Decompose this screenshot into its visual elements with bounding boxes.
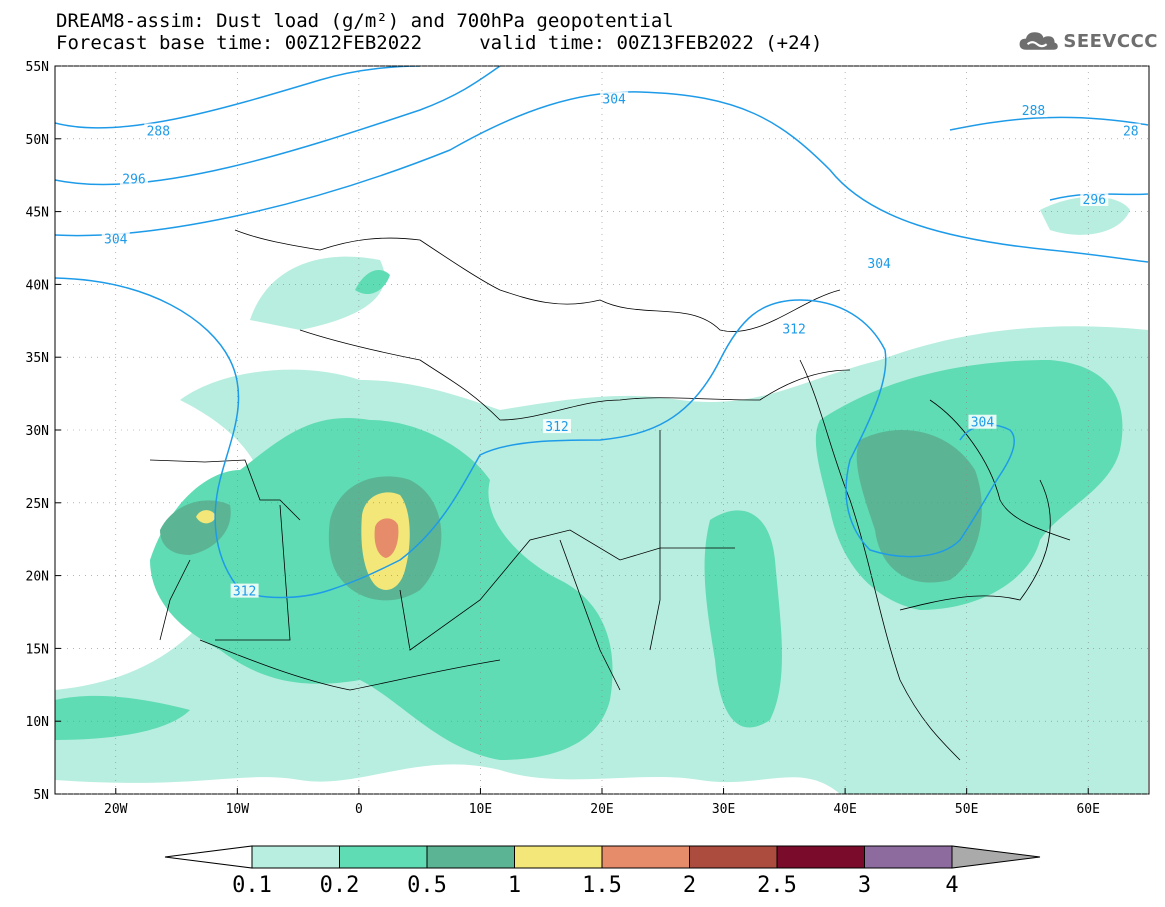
contour-label-bg [600, 91, 629, 106]
contour-304-north [55, 91, 1149, 263]
contour-label: 28 [1123, 125, 1139, 140]
colorbar-label: 4 [945, 873, 958, 898]
contour-296 [55, 66, 501, 186]
dust-level-0.2-area [355, 270, 390, 295]
contour-label: 304 [602, 92, 626, 107]
lat-tick-label: 50N [26, 133, 49, 148]
colorbar-label: 0.2 [320, 873, 360, 898]
lat-tick-label: 45N [26, 206, 49, 221]
axis-ticks: 20W 10W 0 10E 20E 30E 40E 50E 60E 55N 50N 45N 40N 35N… [26, 60, 1100, 817]
contour-label-bg [1120, 123, 1141, 138]
dust-level-0.1-area [1040, 196, 1130, 235]
lat-tick-label: 25N [26, 497, 49, 512]
colorbar-segment [864, 845, 953, 869]
lat-tick-label: 40N [26, 278, 49, 293]
lon-tick-label: 60E [1076, 802, 1099, 817]
lat-tick-label: 20N [26, 570, 49, 585]
contour-label-bg [968, 414, 997, 429]
seevccc-logo: SEEVCCC [1018, 24, 1158, 58]
lat-tick-label: 5N [33, 788, 49, 803]
colorbar-max-arrow [951, 845, 1041, 869]
colorbar-segment [689, 845, 778, 869]
dust-level-0.2-area [55, 695, 190, 740]
colorbar-segment [339, 845, 428, 869]
contour-label: 296 [1083, 193, 1106, 208]
lon-tick-label: 30E [712, 802, 735, 817]
colorbar-label: 0.5 [407, 873, 447, 898]
contour-label: 312 [233, 585, 256, 600]
colorbar-label: 0.1 [232, 873, 272, 898]
lon-tick-label: 20E [590, 802, 613, 817]
colorbar-label: 2.5 [757, 873, 797, 898]
dust-level-1.5-area [374, 518, 399, 558]
colorbar-segment [426, 845, 515, 869]
cloud-icon [1019, 32, 1058, 50]
dust-level-0.5-area [856, 430, 982, 583]
dust-level-1-area [196, 510, 216, 524]
colorbar-label: 1 [508, 873, 521, 898]
map-title: DREAM8-assim: Dust load (g/m²) and 700hP… [56, 10, 674, 32]
lon-tick-label: 10E [469, 802, 492, 817]
contour-label: 288 [147, 125, 170, 140]
contour-288 [55, 66, 421, 129]
coastlines [149, 229, 1071, 761]
contour-label: 296 [122, 173, 145, 188]
logo-text: SEEVCCC [1063, 30, 1158, 52]
colorbar-segment [601, 845, 690, 869]
contour-label: 312 [545, 420, 568, 435]
lon-tick-label: 0 [355, 802, 363, 817]
contour-label-bg [101, 231, 130, 246]
contour-312-west [55, 277, 1015, 599]
dust-shading [55, 196, 1148, 794]
colorbar-segment [251, 845, 340, 869]
contour-label-bg [865, 256, 894, 271]
contour-label: 304 [867, 257, 891, 272]
colorbar-segment [776, 845, 865, 869]
colorbar-label: 2 [683, 873, 696, 898]
colorbar-min-arrow [164, 845, 253, 869]
forecast-time-line: Forecast base time: 00Z12FEB2022 valid t… [56, 32, 823, 54]
lat-tick-label: 15N [26, 642, 49, 657]
lon-tick-label: 40E [833, 802, 856, 817]
lon-tick-label: 50E [955, 802, 978, 817]
contour-label: 312 [782, 323, 805, 338]
lat-tick-label: 55N [26, 60, 49, 75]
contour-label-bg [1080, 191, 1109, 206]
lat-tick-label: 10N [26, 715, 49, 730]
geopotential-contours [55, 66, 1149, 599]
colorbar-label: 3 [858, 873, 871, 898]
contour-label-bg [144, 123, 173, 138]
dust-level-0.2-area [704, 510, 782, 728]
contour-288-east [949, 116, 1149, 131]
colorbar-segment [514, 845, 603, 869]
contour-label-bg [780, 321, 809, 336]
lat-tick-label: 30N [26, 424, 49, 439]
contour-label: 304 [971, 416, 995, 431]
contour-label: 288 [1022, 104, 1045, 119]
lat-tick-label: 35N [26, 351, 49, 366]
contour-label-bg [543, 419, 572, 434]
contour-label-bg [120, 171, 149, 186]
contour-label: 304 [104, 232, 128, 247]
colorbar-label: 1.5 [582, 873, 622, 898]
contour-label-bg [1019, 103, 1048, 118]
lon-tick-label: 20W [104, 802, 128, 817]
colorbar: 0.1 0.2 0.5 1 1.5 2 2.5 3 4 [164, 845, 1041, 898]
dust-level-0.1-area [250, 256, 385, 330]
lon-tick-label: 10W [226, 802, 250, 817]
map-plot-area: 288 296 304 304 288 28 296 304 312 312 304 312 [55, 66, 1149, 794]
